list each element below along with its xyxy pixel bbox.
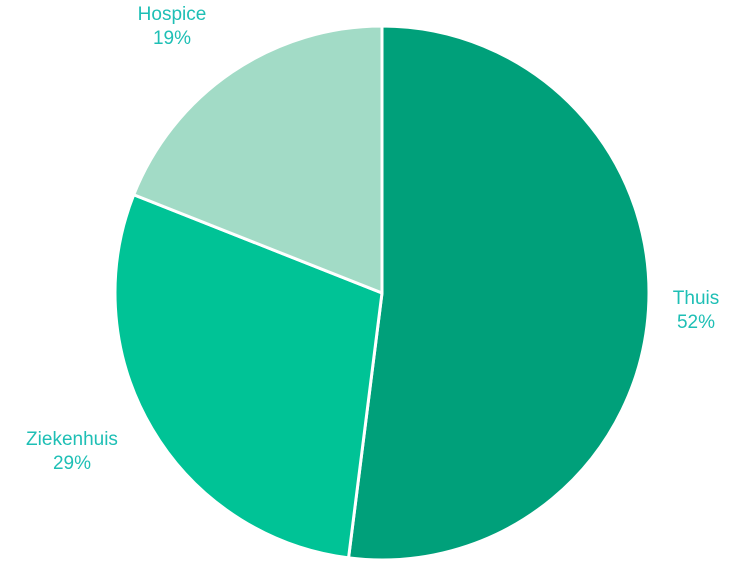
slice-category-label: Ziekenhuis — [26, 429, 118, 450]
slice-label-ziekenhuis: Ziekenhuis 29% — [26, 429, 118, 474]
pie-slices — [113, 24, 651, 561]
slice-value-label: 19% — [153, 28, 191, 49]
slice-label-thuis: Thuis 52% — [673, 288, 719, 333]
slice-category-label: Thuis — [673, 288, 719, 309]
slice-label-hospice: Hospice 19% — [138, 4, 207, 49]
slice-value-label: 29% — [53, 453, 91, 474]
pie-slice-thuis — [347, 24, 651, 561]
slice-labels: Thuis 52% Ziekenhuis 29% Hospice 19% — [26, 4, 719, 474]
pie-slice-ziekenhuis — [113, 193, 384, 560]
pie-slice-hospice — [132, 24, 384, 295]
slice-category-label: Hospice — [138, 4, 207, 25]
slice-value-label: 52% — [677, 312, 715, 333]
